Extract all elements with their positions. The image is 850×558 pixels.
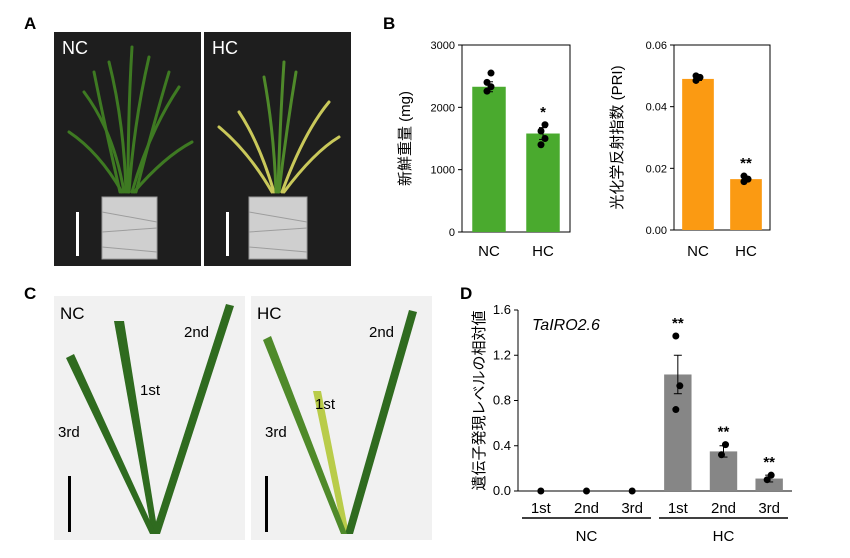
photo-plant-nc: NC bbox=[54, 32, 201, 266]
hc-leaf-1st-label: 1st bbox=[315, 396, 336, 413]
x-category-label: 1st bbox=[531, 500, 552, 517]
data-point bbox=[487, 69, 495, 77]
y-tick-label: 1000 bbox=[431, 165, 455, 177]
x-category-label: NC bbox=[687, 243, 709, 260]
plot-frame bbox=[673, 44, 771, 231]
photo-a-hc-label: HC bbox=[212, 38, 238, 58]
chart-pri: 0.00 0.02 0.04 0.06 光化学反射指数 (PRI) NC ** HC bbox=[609, 40, 771, 260]
photo-plant-hc: HC bbox=[204, 32, 351, 266]
data-point bbox=[672, 332, 680, 340]
data-point bbox=[537, 487, 545, 495]
y-tick-label: 0.02 bbox=[646, 163, 667, 175]
nc-leaf-2nd-label: 2nd bbox=[184, 324, 210, 341]
y-tick-label: 2000 bbox=[431, 102, 455, 114]
bar bbox=[755, 478, 783, 491]
y-tick-label: 0.0 bbox=[493, 483, 511, 498]
plant-nc-illustration bbox=[67, 45, 194, 260]
y-axis-label: 光化学反射指数 (PRI) bbox=[609, 65, 626, 209]
bar bbox=[472, 86, 506, 232]
photo-c-hc-label: HC bbox=[257, 304, 282, 323]
photo-leaves-hc: HC 1st 2nd 3rd bbox=[251, 296, 432, 540]
photo-a-nc-label: NC bbox=[62, 38, 88, 58]
panel-label-b: B bbox=[383, 14, 396, 33]
data-point bbox=[740, 172, 748, 180]
x-category-label: HC bbox=[735, 243, 757, 260]
nc-leaf-1st-label: 1st bbox=[140, 382, 161, 399]
x-category-label: 3rd bbox=[621, 500, 643, 517]
y-tick-label: 3000 bbox=[431, 40, 455, 52]
x-category-label: HC bbox=[532, 243, 554, 260]
y-tick-label: 0.00 bbox=[646, 225, 667, 237]
data-point bbox=[537, 141, 545, 149]
chart-fresh-weight: 0 1000 2000 3000 新鮮重量 (mg) NC * HC bbox=[397, 40, 571, 260]
data-point bbox=[483, 78, 491, 86]
chart-expression: 0.0 0.4 0.8 1.2 1.6 遺伝子発現レベルの相対値 1st 2nd 3rd ** 1s… bbox=[471, 302, 792, 545]
x-category-label: NC bbox=[478, 243, 500, 260]
y-tick-label: 0.04 bbox=[646, 102, 667, 114]
data-point bbox=[718, 451, 725, 459]
significance-marker: ** bbox=[740, 155, 752, 172]
panel-label-c: C bbox=[24, 284, 37, 303]
hc-leaf-3rd-label: 3rd bbox=[265, 424, 287, 441]
x-category-label: 2nd bbox=[574, 500, 599, 517]
data-point bbox=[541, 121, 549, 129]
leaves-nc-illustration bbox=[66, 304, 234, 534]
plant-hc-illustration bbox=[217, 60, 341, 260]
significance-marker: ** bbox=[718, 424, 730, 441]
bar bbox=[682, 78, 714, 230]
plot-frame bbox=[461, 44, 571, 233]
y-tick-label: 1.6 bbox=[493, 302, 511, 317]
y-axis-label: 遺伝子発現レベルの相対値 bbox=[471, 310, 488, 490]
y-tick-label: 0.4 bbox=[493, 438, 511, 453]
group-label: HC bbox=[713, 528, 735, 545]
bar bbox=[709, 451, 738, 491]
data-point bbox=[692, 72, 700, 80]
data-point bbox=[672, 406, 680, 414]
data-point bbox=[541, 135, 549, 142]
y-axis-label: 新鮮重量 (mg) bbox=[397, 91, 414, 186]
photo-leaves-nc: NC 1st 2nd 3rd bbox=[54, 296, 245, 540]
nc-leaf-3rd-label: 3rd bbox=[58, 424, 80, 441]
panel-label-d: D bbox=[460, 284, 473, 303]
hc-leaf-2nd-label: 2nd bbox=[369, 324, 395, 341]
significance-marker: ** bbox=[672, 315, 684, 332]
x-category-label: 3rd bbox=[758, 500, 780, 517]
data-point bbox=[537, 127, 545, 135]
data-point bbox=[676, 382, 684, 390]
x-category-label: 1st bbox=[668, 500, 689, 517]
y-tick-label: 0 bbox=[449, 227, 455, 239]
chart-title: TaIRO2.6 bbox=[532, 317, 600, 334]
data-point bbox=[722, 441, 729, 449]
significance-marker: ** bbox=[763, 454, 775, 471]
data-point bbox=[763, 476, 771, 484]
significance-marker: * bbox=[540, 104, 546, 121]
y-tick-label: 0.8 bbox=[493, 393, 511, 408]
data-point bbox=[583, 487, 590, 495]
bar bbox=[730, 179, 762, 230]
panel-label-a: A bbox=[24, 14, 37, 33]
y-tick-label: 1.2 bbox=[493, 347, 511, 362]
bar bbox=[526, 133, 560, 232]
y-tick-label: 0.06 bbox=[646, 40, 667, 52]
leaves-hc-illustration bbox=[263, 310, 417, 534]
data-point bbox=[767, 471, 775, 479]
group-label: NC bbox=[576, 528, 598, 545]
data-point bbox=[628, 487, 636, 495]
photo-c-nc-label: NC bbox=[60, 304, 85, 323]
x-category-label: 2nd bbox=[711, 500, 736, 517]
